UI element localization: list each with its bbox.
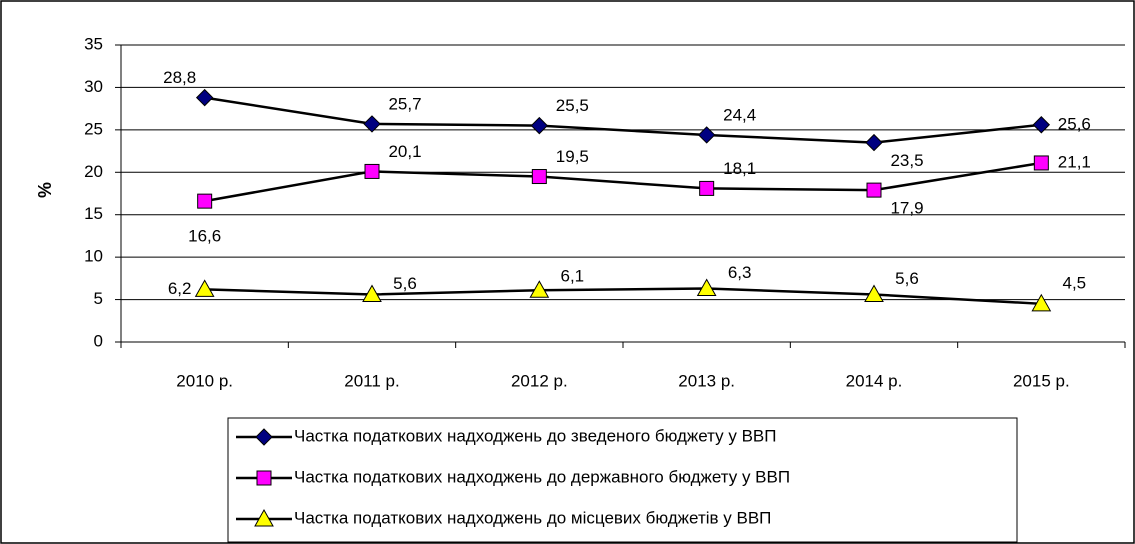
data-label: 16,6	[188, 227, 221, 246]
data-point	[195, 88, 214, 107]
series-line	[204, 287, 1042, 306]
y-tick-label: 25	[84, 119, 103, 138]
series-line	[204, 161, 1042, 203]
data-label: 6,1	[561, 267, 585, 286]
data-label: 24,4	[723, 105, 756, 124]
y-tick-label: 5	[94, 289, 103, 308]
legend-marker	[254, 508, 274, 527]
x-tick-label: 2012 р.	[511, 371, 568, 390]
x-tick-label: 2010 р.	[176, 371, 233, 390]
data-point	[1032, 116, 1051, 134]
y-tick-label: 10	[84, 247, 103, 266]
data-point	[530, 116, 549, 135]
data-label: 25,7	[388, 94, 421, 113]
y-tick-label: 35	[84, 34, 103, 53]
x-tick-label: 2013 р.	[678, 371, 735, 390]
x-tick-label: 2015 р.	[1013, 371, 1070, 390]
y-tick-label: 0	[94, 331, 103, 350]
data-label: 23,5	[890, 151, 923, 170]
data-label: 6,3	[728, 263, 752, 282]
data-label: 18,1	[723, 159, 756, 178]
x-tick-label: 2014 р.	[846, 371, 903, 390]
data-point	[529, 280, 550, 298]
data-point	[1031, 293, 1052, 312]
data-label: 5,6	[393, 274, 417, 293]
data-label: 4,5	[1063, 273, 1087, 292]
data-label: 25,6	[1058, 114, 1091, 133]
data-point	[699, 180, 715, 196]
data-point	[866, 182, 882, 198]
data-point	[363, 115, 381, 133]
y-tick-label: 20	[84, 162, 103, 181]
data-label: 20,1	[388, 142, 421, 161]
legend-label: Частка податкових надходжень до зведеног…	[294, 426, 776, 445]
data-point	[364, 163, 380, 179]
data-label: 6,2	[168, 279, 192, 298]
data-label: 17,9	[890, 199, 923, 218]
legend-label: Частка податкових надходжень до державно…	[294, 467, 790, 486]
legend-label: Частка податкових надходжень до місцевих…	[294, 508, 771, 527]
data-point	[362, 284, 382, 302]
data-label: 5,6	[895, 269, 919, 288]
y-tick-label: 15	[84, 204, 103, 223]
data-point	[1033, 155, 1049, 171]
x-tick-label: 2011 р.	[344, 371, 399, 390]
data-point	[864, 284, 884, 302]
series-line	[204, 96, 1042, 144]
data-point	[696, 278, 717, 297]
y-tick-label: 30	[84, 77, 103, 96]
data-point	[531, 169, 547, 185]
data-label: 25,5	[556, 96, 589, 115]
data-label: 19,5	[556, 147, 589, 166]
data-point	[697, 126, 716, 144]
legend-box	[227, 417, 1018, 543]
data-point	[197, 193, 213, 209]
data-label: 28,8	[163, 68, 196, 87]
legend-marker	[256, 470, 272, 486]
legend-marker	[255, 428, 273, 446]
y-axis-label: %	[35, 182, 55, 198]
data-point	[194, 279, 215, 297]
data-point	[865, 133, 883, 152]
data-label: 21,1	[1058, 152, 1091, 171]
